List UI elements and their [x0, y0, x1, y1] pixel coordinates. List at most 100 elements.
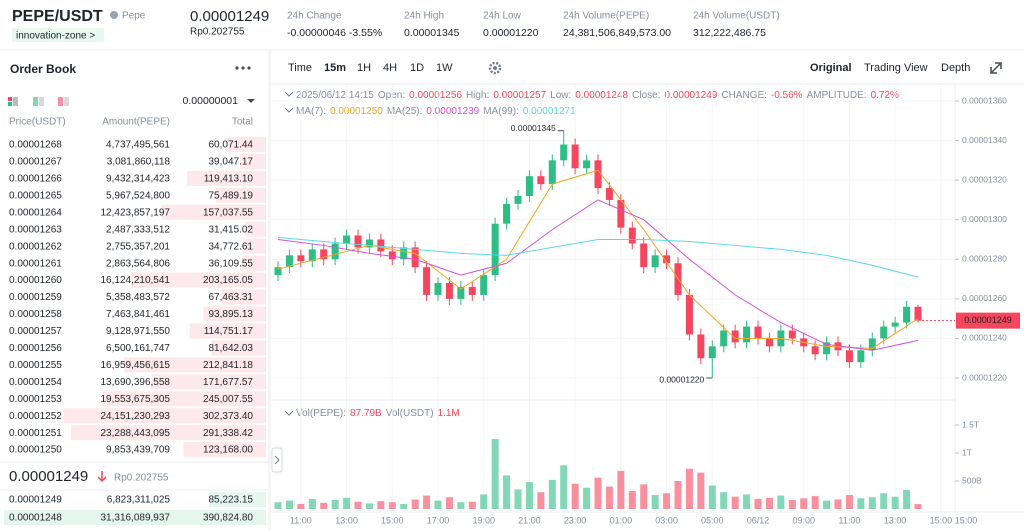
y-tick-label: 0.00001220 — [962, 372, 1007, 382]
x-tick-label: 13:00 — [335, 515, 358, 525]
volume-bar — [354, 501, 362, 509]
collapse-icons[interactable] — [284, 91, 294, 416]
row-total: 171,677.57 — [203, 377, 253, 388]
interval[interactable]: 1H — [357, 62, 371, 74]
side-toggle[interactable] — [271, 447, 283, 473]
stat-value: 0.00001345 — [404, 27, 460, 39]
info-value: 0.00001249 — [664, 90, 717, 101]
row-price: 0.00001249 — [9, 495, 62, 506]
volume-bar — [308, 498, 316, 509]
volume-bar — [914, 504, 922, 509]
candle-body — [788, 330, 796, 339]
candle-body — [377, 239, 385, 252]
volume-bar — [708, 485, 716, 509]
more-menu[interactable] — [235, 66, 251, 70]
view-tab[interactable]: Depth — [941, 62, 970, 74]
candle-body — [343, 235, 351, 244]
precision[interactable]: 0.00000001 — [183, 95, 239, 107]
info-label: CHANGE: — [721, 90, 767, 101]
candle-body — [411, 247, 419, 268]
candle-body — [765, 338, 773, 347]
stat-value: 0.00001220 — [483, 27, 539, 39]
candle-body — [845, 350, 853, 363]
panel-divider — [268, 50, 271, 530]
candle-body — [697, 334, 705, 359]
candle-body — [868, 338, 876, 351]
info-value: 0.00001256 — [409, 90, 462, 101]
stat-label: 24h Volume(PEPE) — [563, 11, 649, 22]
token-icon — [110, 11, 118, 19]
ma-name: MA(99): — [483, 106, 519, 117]
icon-part — [8, 102, 12, 106]
volume-bar — [685, 468, 693, 509]
view-tab[interactable]: Trading View — [864, 62, 928, 74]
row-amount: 23,288,443,095 — [100, 428, 170, 439]
row-price: 0.00001253 — [9, 394, 62, 405]
legend-row: 2025/06/12 14:15 Open: 0.00001256 High: 0.00… — [296, 90, 899, 101]
view-tab[interactable]: Original — [810, 62, 852, 74]
icon-part — [64, 97, 69, 106]
candle-body — [548, 160, 556, 185]
row-total: 81,642.03 — [209, 343, 254, 354]
row-price: 0.00001261 — [9, 258, 62, 269]
interval[interactable]: 1D — [410, 62, 424, 74]
ma-line — [277, 237, 919, 278]
y-tick-label: 0.00001340 — [962, 135, 1007, 145]
candle-body — [297, 255, 305, 262]
row-amount: 5,967,524,800 — [106, 190, 170, 201]
candle-body — [731, 330, 739, 343]
candle-body — [308, 249, 316, 262]
row-price: 0.00001258 — [9, 309, 62, 320]
ma-name: MA(25): — [387, 106, 423, 117]
toggle-box — [271, 447, 283, 473]
volume-bar — [331, 500, 339, 509]
volume-bar — [903, 489, 911, 509]
volume-bar — [628, 491, 636, 509]
row-total: 157,037.55 — [203, 207, 253, 218]
volume-bar — [834, 499, 842, 509]
candle-body — [525, 176, 533, 196]
volume-bar — [605, 486, 613, 509]
row-total: 245,007.55 — [203, 394, 253, 405]
row-total: 119,413.10 — [204, 174, 254, 185]
row-price: 0.00001265 — [9, 190, 62, 201]
volume-bar — [845, 495, 853, 509]
row-amount: 19,553,675,305 — [100, 394, 170, 405]
book-last-price: 0.00001249 — [9, 468, 88, 485]
candle-body — [914, 306, 922, 321]
candle-body — [823, 342, 831, 355]
interval[interactable]: 1W — [436, 62, 453, 74]
row-amount: 16,959,456,615 — [100, 360, 170, 371]
candle-body — [571, 144, 579, 169]
volume-bar — [480, 494, 488, 509]
settings-icon[interactable] — [488, 61, 502, 75]
row-price: 0.00001264 — [9, 207, 62, 218]
interval[interactable]: 4H — [383, 62, 397, 74]
fullscreen-icon[interactable] — [990, 62, 1002, 74]
depth-bar — [189, 323, 266, 339]
precision-dropdown[interactable] — [247, 99, 255, 103]
stat-value: 24,381,506,849,573.00 — [563, 27, 671, 39]
row-price: 0.00001260 — [9, 275, 62, 286]
row-total: 36,109.55 — [209, 258, 254, 269]
ma-line — [277, 199, 919, 351]
volume-bar — [514, 489, 522, 509]
info-value: 0.00001248 — [575, 90, 628, 101]
candle-body — [365, 239, 373, 248]
stat-value: 312,222,486.75 — [693, 27, 766, 39]
row-amount: 6,500,161,747 — [106, 343, 170, 354]
volume-bar — [571, 483, 579, 509]
interval[interactable]: 15m — [324, 62, 346, 74]
zone-badge[interactable]: innovation-zone > — [16, 31, 95, 42]
row-price: 0.00001259 — [9, 292, 62, 303]
last-price: 0.00001249 — [190, 8, 269, 25]
candle-body — [514, 195, 522, 204]
candle-body — [457, 286, 465, 299]
candle-body — [605, 188, 613, 200]
v-tick-label: 1T — [962, 447, 972, 457]
book-view-icons[interactable] — [8, 97, 69, 106]
volume-bar — [388, 502, 396, 509]
candle-body — [583, 160, 591, 169]
depth-bar — [187, 170, 266, 186]
row-total: 39,047.17 — [209, 157, 254, 168]
